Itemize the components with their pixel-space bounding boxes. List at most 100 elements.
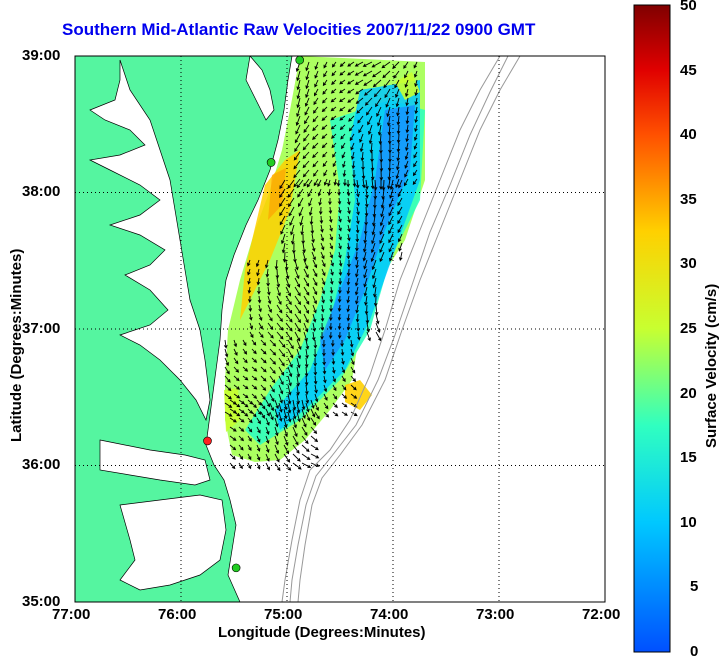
velocity-arrow bbox=[304, 97, 310, 107]
velocity-arrow bbox=[256, 277, 261, 286]
velocity-arrow bbox=[404, 160, 409, 169]
velocity-arrow bbox=[386, 106, 391, 118]
velocity-arrow bbox=[362, 242, 367, 253]
velocity-arrow bbox=[347, 224, 351, 233]
colorbar-tick-label: 35 bbox=[680, 191, 697, 208]
velocity-arrow bbox=[339, 97, 346, 103]
velocity-arrow bbox=[260, 411, 265, 419]
velocity-arrow bbox=[371, 259, 377, 271]
velocity-arrow bbox=[311, 251, 316, 261]
colorbar-tick-label: 0 bbox=[690, 643, 699, 660]
velocity-arrow bbox=[265, 453, 270, 462]
velocity-arrow bbox=[247, 399, 254, 405]
velocity-arrow bbox=[285, 331, 293, 341]
velocity-arrow bbox=[405, 106, 410, 116]
velocity-arrow bbox=[388, 251, 394, 262]
velocity-arrow bbox=[303, 268, 309, 279]
velocity-arrow bbox=[354, 251, 359, 261]
velocity-arrow bbox=[347, 106, 355, 113]
velocity-arrow bbox=[405, 124, 410, 134]
velocity-arrow bbox=[321, 106, 328, 113]
velocity-arrow bbox=[336, 179, 341, 187]
velocity-arrow bbox=[330, 97, 337, 103]
velocity-arrow bbox=[301, 399, 306, 411]
velocity-arrow bbox=[313, 97, 319, 106]
velocity-arrow bbox=[364, 304, 369, 315]
velocity-arrow bbox=[287, 348, 294, 359]
velocity-arrow bbox=[323, 393, 328, 401]
velocity-arrow bbox=[267, 313, 273, 322]
velocity-arrow bbox=[229, 417, 237, 423]
velocity-arrow bbox=[364, 97, 373, 106]
velocity-arrow bbox=[323, 375, 327, 384]
velocity-arrow bbox=[224, 402, 233, 408]
velocity-arrow bbox=[389, 179, 394, 191]
velocity-arrow bbox=[267, 295, 272, 305]
velocity-arrow bbox=[370, 160, 375, 172]
velocity-arrow bbox=[233, 393, 241, 399]
velocity-arrow bbox=[251, 393, 258, 399]
velocity-arrow bbox=[314, 79, 319, 88]
velocity-arrow bbox=[258, 313, 263, 322]
x-tick-label: 77:00 bbox=[52, 606, 91, 623]
velocity-arrow bbox=[341, 151, 346, 159]
velocity-arrow bbox=[224, 348, 229, 358]
velocity-arrow bbox=[233, 384, 241, 390]
velocity-arrow bbox=[312, 286, 318, 296]
velocity-arrow bbox=[276, 322, 284, 331]
velocity-arrow bbox=[312, 295, 317, 305]
velocity-arrow bbox=[294, 322, 301, 333]
velocity-arrow bbox=[292, 426, 298, 438]
velocity-arrow bbox=[267, 304, 272, 313]
site-marker bbox=[295, 55, 305, 65]
velocity-arrow bbox=[296, 70, 301, 82]
velocity-arrow bbox=[256, 399, 262, 406]
velocity-arrow bbox=[312, 106, 319, 114]
velocity-arrow bbox=[304, 366, 309, 377]
velocity-arrow bbox=[350, 357, 355, 366]
velocity-arrow bbox=[414, 88, 418, 97]
velocity-arrow bbox=[322, 88, 328, 95]
velocity-arrow bbox=[294, 286, 301, 297]
velocity-arrow bbox=[314, 61, 319, 70]
velocity-arrow bbox=[323, 70, 328, 78]
velocity-arrow bbox=[323, 178, 328, 186]
velocity-arrow bbox=[247, 259, 251, 267]
velocity-arrow bbox=[396, 115, 401, 126]
velocity-arrow bbox=[412, 178, 418, 186]
velocity-arrow bbox=[302, 169, 310, 178]
velocity-arrow bbox=[361, 160, 365, 171]
velocity-arrow bbox=[355, 233, 360, 243]
site-markers bbox=[203, 55, 305, 573]
velocity-arrow bbox=[378, 133, 383, 145]
velocity-arrow bbox=[320, 322, 325, 331]
velocity-arrow bbox=[352, 178, 357, 188]
velocity-arrow bbox=[404, 79, 409, 88]
velocity-arrow bbox=[330, 106, 337, 112]
velocity-arrow bbox=[368, 133, 373, 145]
velocity-arrow bbox=[287, 339, 294, 350]
velocity-arrow bbox=[296, 339, 302, 351]
velocity-arrow bbox=[260, 384, 267, 391]
velocity-arrow bbox=[404, 70, 409, 79]
velocity-arrow bbox=[387, 124, 392, 136]
velocity-arrow bbox=[313, 339, 318, 349]
velocity-arrow bbox=[342, 169, 347, 178]
y-tick-label: 38:00 bbox=[22, 183, 61, 200]
velocity-arrow bbox=[256, 453, 261, 461]
velocity-arrow bbox=[303, 133, 310, 142]
velocity-arrow bbox=[224, 366, 230, 375]
velocity-arrow bbox=[274, 426, 279, 437]
velocity-arrow bbox=[264, 259, 269, 269]
velocity-arrow bbox=[322, 357, 326, 366]
velocity-arrow bbox=[305, 393, 310, 404]
velocity-arrow bbox=[293, 178, 301, 188]
velocity-arrow bbox=[313, 178, 319, 187]
velocity-arrow bbox=[329, 286, 334, 295]
velocity-arrow bbox=[247, 426, 253, 433]
velocity-arrow bbox=[309, 215, 314, 226]
velocity-arrow bbox=[397, 215, 403, 225]
velocity-arrow bbox=[347, 331, 351, 340]
velocity-arrow bbox=[321, 268, 326, 277]
velocity-arrow bbox=[323, 402, 329, 410]
